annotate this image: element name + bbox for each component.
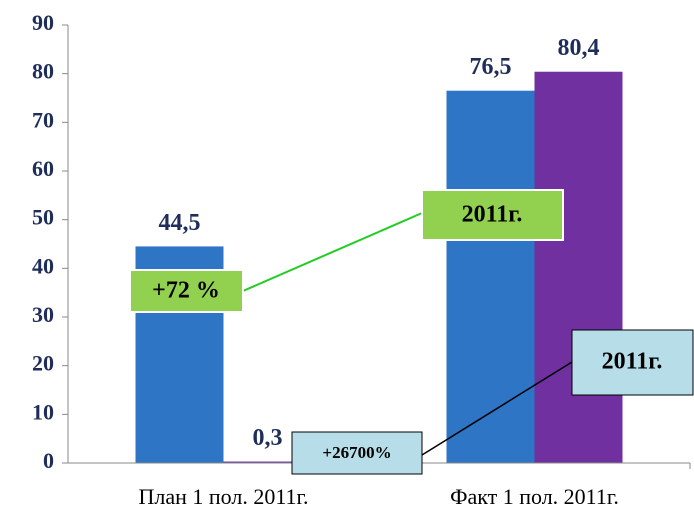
bar	[534, 71, 623, 463]
value-label: 80,4	[558, 35, 600, 61]
annotations: +72 % 2011г. +26700% 2011г.	[129, 189, 694, 475]
annotation-box	[291, 431, 423, 475]
y-tick-label: 80	[32, 59, 54, 84]
annotation-box	[571, 329, 694, 396]
y-tick-label: 40	[32, 253, 54, 278]
bar	[223, 461, 312, 463]
connector-line	[242, 212, 423, 292]
value-label: 76,5	[470, 54, 512, 80]
annotation: 2011г.	[462, 202, 523, 228]
y-tick-label: 30	[32, 302, 54, 327]
x-tick-label: План 1 пол. 2011г.	[138, 484, 308, 509]
annotation: +26700%	[322, 443, 391, 462]
y-tick-label: 10	[32, 399, 54, 424]
annotation-box	[421, 189, 564, 241]
y-tick-label: 60	[32, 156, 54, 181]
value-label: 44,5	[159, 210, 201, 236]
bar	[446, 90, 535, 463]
y-tick-label: 70	[32, 107, 54, 132]
y-tick-label: 0	[43, 448, 54, 473]
annotation-box	[129, 269, 244, 313]
value-label: 0,3	[253, 425, 283, 451]
y-tick-label: 50	[32, 205, 54, 230]
x-tick-label: Факт 1 пол. 2011г.	[450, 484, 619, 509]
annotation: 2011г.	[602, 349, 663, 375]
y-tick-label: 20	[32, 351, 54, 376]
connector-line	[421, 361, 573, 456]
annotation: +72 %	[152, 278, 220, 304]
y-tick-label: 90	[32, 10, 54, 35]
